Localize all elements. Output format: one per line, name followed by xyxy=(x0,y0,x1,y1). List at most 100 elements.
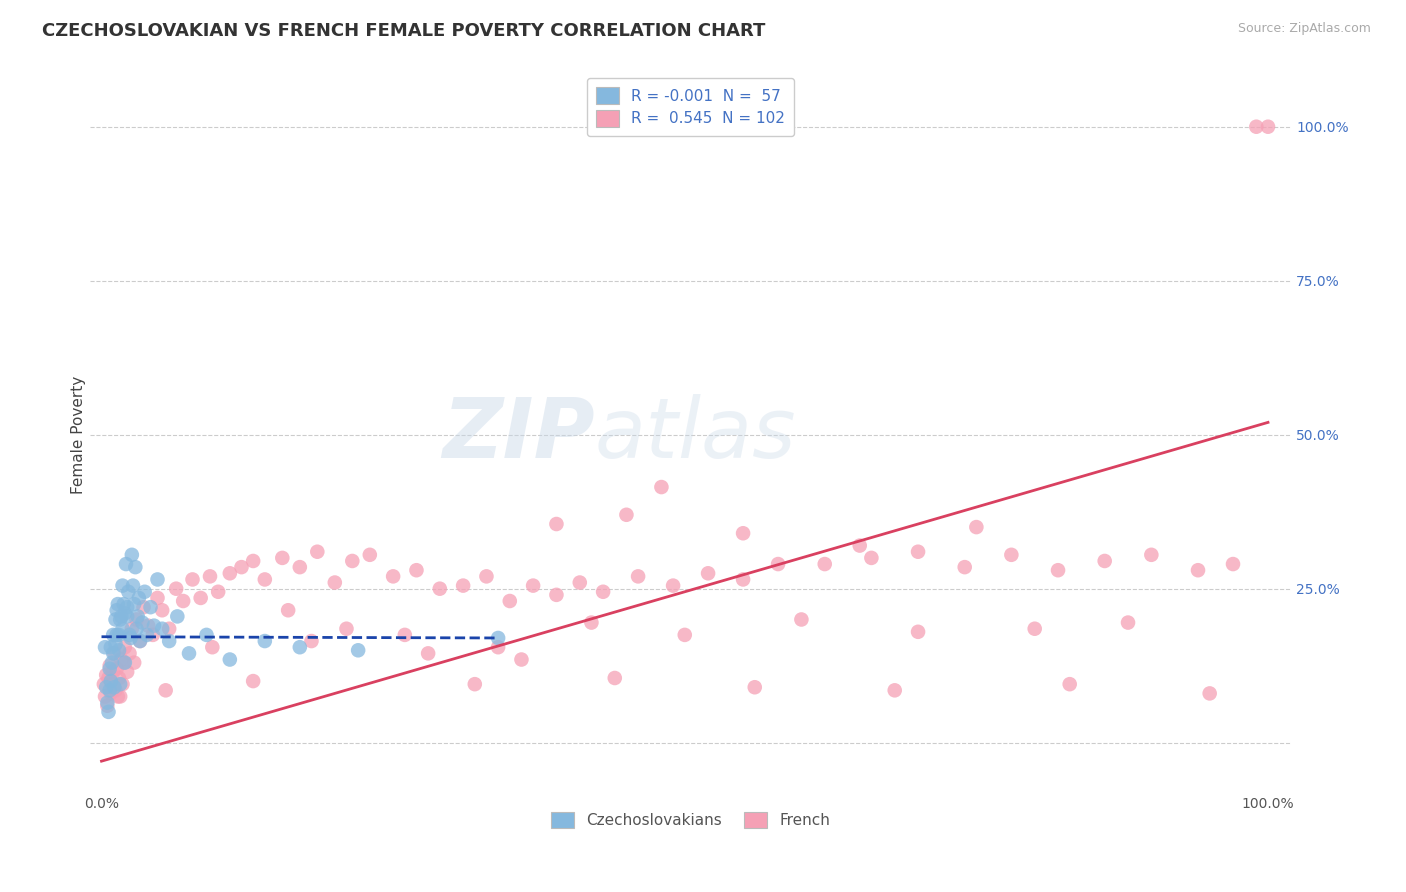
Point xyxy=(100,674,122,689)
Point xyxy=(115,609,138,624)
Point xyxy=(105,662,128,676)
Point xyxy=(231,560,253,574)
Point xyxy=(581,615,603,630)
Point xyxy=(155,683,177,698)
Point xyxy=(359,548,381,562)
Point xyxy=(136,618,159,632)
Point xyxy=(108,690,131,704)
Point xyxy=(120,631,142,645)
Point xyxy=(382,569,405,583)
Point xyxy=(129,634,152,648)
Point xyxy=(1257,120,1279,134)
Point xyxy=(122,579,145,593)
Point xyxy=(1140,548,1163,562)
Point xyxy=(181,573,204,587)
Point xyxy=(157,622,180,636)
Point xyxy=(733,526,755,541)
Point xyxy=(114,656,136,670)
Point xyxy=(101,677,124,691)
Point xyxy=(98,658,121,673)
Point xyxy=(146,591,169,605)
Point xyxy=(128,591,150,605)
Point xyxy=(546,588,568,602)
Point xyxy=(218,652,240,666)
Point xyxy=(673,628,696,642)
Point xyxy=(288,560,311,574)
Point xyxy=(1187,563,1209,577)
Point xyxy=(110,652,132,666)
Point xyxy=(627,569,650,583)
Point xyxy=(568,575,591,590)
Point xyxy=(953,560,976,574)
Point xyxy=(405,563,427,577)
Point xyxy=(94,690,117,704)
Point xyxy=(115,665,138,679)
Legend: Czechoslovakians, French: Czechoslovakians, French xyxy=(544,805,837,834)
Point xyxy=(136,628,159,642)
Point xyxy=(172,594,194,608)
Point xyxy=(96,698,118,713)
Point xyxy=(94,640,117,655)
Point xyxy=(101,656,124,670)
Point xyxy=(1198,686,1220,700)
Point xyxy=(101,628,124,642)
Y-axis label: Female Poverty: Female Poverty xyxy=(72,376,86,494)
Point xyxy=(118,628,141,642)
Point xyxy=(277,603,299,617)
Point xyxy=(96,680,118,694)
Point xyxy=(150,603,173,617)
Point xyxy=(114,607,136,621)
Point xyxy=(253,573,276,587)
Point xyxy=(510,652,533,666)
Point xyxy=(97,705,120,719)
Point xyxy=(335,622,357,636)
Point xyxy=(1222,557,1244,571)
Text: ZIP: ZIP xyxy=(441,394,595,475)
Point xyxy=(134,584,156,599)
Point xyxy=(96,696,118,710)
Point xyxy=(108,628,131,642)
Point xyxy=(907,545,929,559)
Point xyxy=(288,640,311,655)
Point xyxy=(464,677,486,691)
Point xyxy=(105,603,128,617)
Point xyxy=(111,622,134,636)
Point xyxy=(150,622,173,636)
Point xyxy=(132,600,155,615)
Point xyxy=(190,591,212,605)
Point xyxy=(766,557,789,571)
Point xyxy=(418,646,440,660)
Point xyxy=(165,582,187,596)
Point xyxy=(218,566,240,581)
Point xyxy=(108,643,131,657)
Point xyxy=(616,508,638,522)
Point xyxy=(139,600,162,615)
Point xyxy=(592,584,614,599)
Point xyxy=(860,550,883,565)
Point xyxy=(323,575,346,590)
Point xyxy=(122,656,145,670)
Point xyxy=(486,640,509,655)
Point xyxy=(114,640,136,655)
Point xyxy=(121,622,143,636)
Point xyxy=(242,674,264,689)
Point xyxy=(112,656,135,670)
Point xyxy=(100,640,122,655)
Point xyxy=(546,516,568,531)
Point xyxy=(814,557,837,571)
Point xyxy=(115,557,138,571)
Point xyxy=(98,683,121,698)
Point xyxy=(166,609,188,624)
Point xyxy=(907,624,929,639)
Point xyxy=(105,628,128,642)
Point xyxy=(115,600,138,615)
Point xyxy=(965,520,987,534)
Point xyxy=(104,612,127,626)
Text: CZECHOSLOVAKIAN VS FRENCH FEMALE POVERTY CORRELATION CHART: CZECHOSLOVAKIAN VS FRENCH FEMALE POVERTY… xyxy=(42,22,765,40)
Point xyxy=(697,566,720,581)
Point xyxy=(301,634,323,648)
Point xyxy=(499,594,522,608)
Point xyxy=(110,609,132,624)
Point xyxy=(111,579,134,593)
Point xyxy=(122,597,145,611)
